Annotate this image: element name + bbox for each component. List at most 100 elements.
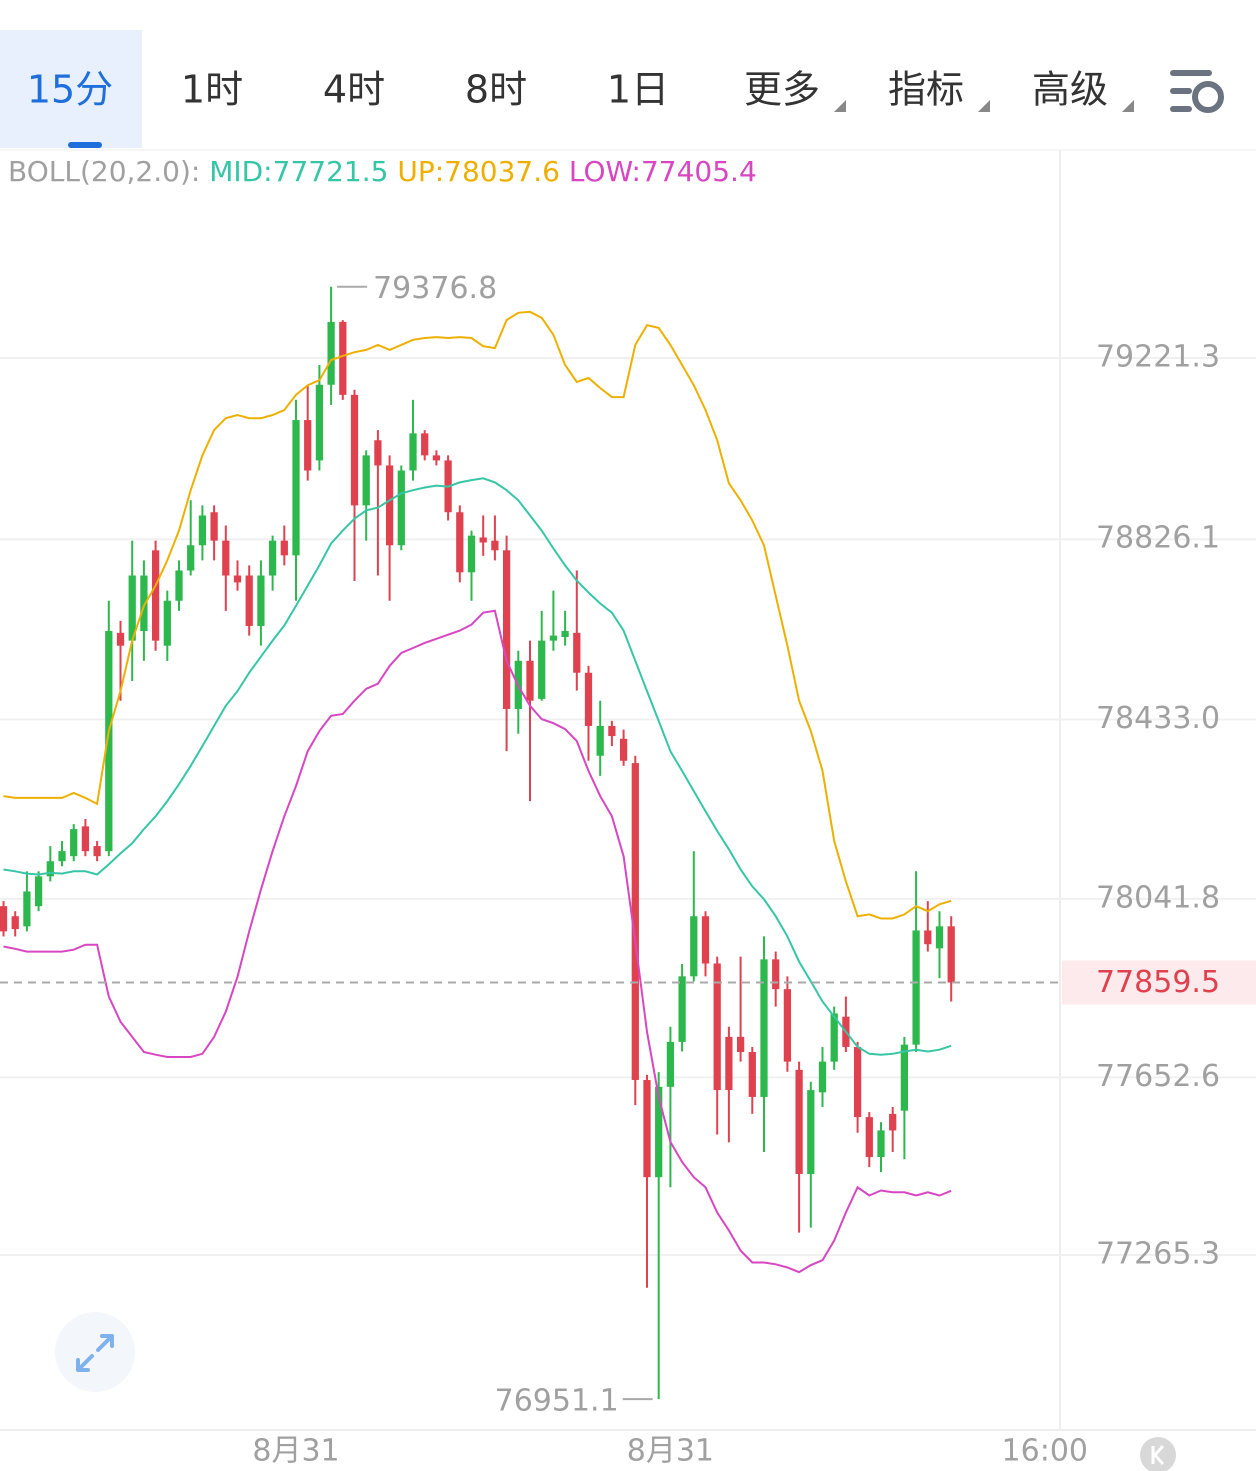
- candle-body: [924, 930, 932, 945]
- candle-body: [935, 926, 944, 949]
- last-price-bg: [1062, 960, 1256, 1005]
- candle-body: [596, 725, 604, 756]
- candle-body: [233, 575, 242, 583]
- candle-body: [573, 632, 581, 673]
- candle-body: [795, 1069, 803, 1174]
- candle-body: [947, 926, 955, 983]
- candle-body: [807, 1090, 815, 1174]
- candle-body: [151, 550, 160, 641]
- candle-body: [818, 1061, 827, 1093]
- candle-body: [491, 540, 499, 551]
- candle-body: [11, 916, 19, 930]
- dropdown-arrow: [1122, 100, 1134, 112]
- legend-value: 78037.6: [444, 155, 560, 188]
- dropdown-arrow: [834, 100, 846, 112]
- candle-body: [93, 846, 101, 857]
- legend-value: 77405.4: [641, 155, 757, 188]
- candle-body: [865, 1117, 873, 1158]
- tab-bar: 15分 1时 4时 8时 1日 更多 指标 高级: [27, 68, 1224, 113]
- candle-body: [853, 1046, 862, 1118]
- candle-body: [70, 829, 78, 857]
- candle-body: [268, 540, 277, 576]
- indicator-name: BOLL(20,2.0):: [8, 155, 200, 188]
- candle-body: [385, 465, 394, 546]
- candle-body: [748, 1051, 756, 1097]
- tab[interactable]: 指标: [888, 68, 964, 112]
- candle-body: [467, 535, 476, 573]
- settings-icon[interactable]: [1170, 70, 1224, 113]
- candle-body: [116, 632, 125, 646]
- expand-button[interactable]: [55, 1312, 135, 1392]
- candle-body: [830, 1013, 838, 1062]
- legend-label: UP:: [397, 155, 444, 188]
- candle-body: [725, 1036, 733, 1091]
- candle-body: [877, 1130, 885, 1158]
- candle-body: [163, 600, 171, 646]
- candle-body: [128, 575, 136, 641]
- boll-line: [3, 477, 952, 1056]
- legend-label: LOW:: [569, 155, 641, 188]
- tab[interactable]: 更多: [744, 68, 820, 112]
- candle-body: [140, 575, 148, 632]
- candle-body: [210, 512, 218, 541]
- low-label: 76951.1: [495, 1384, 619, 1419]
- indicator-legend: BOLL(20,2.0): MID:77721.5 UP:78037.6 LOW…: [8, 155, 757, 188]
- tab[interactable]: 1时: [181, 68, 243, 112]
- x-tick-label: 8月31: [627, 1434, 714, 1469]
- legend-label: MID:: [209, 155, 272, 188]
- candle-body: [701, 916, 710, 964]
- candle-body: [0, 906, 8, 932]
- candle-body: [350, 394, 359, 506]
- candle-body: [315, 384, 324, 461]
- candle-body: [584, 672, 593, 726]
- candle-body: [257, 575, 265, 626]
- candle-body: [304, 420, 312, 471]
- y-tick-label: 77652.6: [1096, 1059, 1220, 1094]
- candle-body: [198, 515, 207, 546]
- candle-body: [187, 545, 195, 571]
- tab[interactable]: 4时: [323, 68, 385, 112]
- y-tick-label: 79221.3: [1096, 340, 1220, 375]
- dropdown-arrow: [978, 100, 990, 112]
- tab[interactable]: 15分: [27, 68, 113, 112]
- candle-body: [456, 512, 464, 573]
- candle-body: [643, 1079, 651, 1178]
- candle-body: [245, 575, 253, 626]
- candle-body: [655, 1086, 663, 1178]
- candle-body: [736, 1036, 745, 1052]
- candle-body: [526, 660, 534, 701]
- candle-body: [374, 440, 382, 466]
- candle-body: [690, 916, 698, 977]
- candle-body: [772, 959, 780, 990]
- tab[interactable]: 1日: [607, 68, 669, 112]
- candle-body: [34, 876, 43, 907]
- tab[interactable]: 8时: [465, 68, 527, 112]
- candle-body: [81, 826, 90, 852]
- candle-body: [889, 1113, 897, 1131]
- y-tick-label: 78826.1: [1096, 521, 1220, 556]
- active-tab-indicator: [68, 142, 102, 148]
- candle-body: [327, 321, 335, 385]
- candle-body: [280, 540, 288, 556]
- x-tick-label: 8月31: [252, 1434, 339, 1469]
- active-tab-bg: [0, 30, 142, 148]
- candle-body: [760, 959, 768, 1097]
- legend-value: 77721.5: [273, 155, 389, 188]
- candle-body: [58, 851, 66, 862]
- candle-body: [549, 635, 558, 641]
- candle-body: [362, 455, 370, 506]
- candle-body: [608, 725, 616, 737]
- high-label: 79376.8: [373, 271, 497, 306]
- candle-body: [292, 420, 300, 556]
- candle-body: [619, 738, 628, 761]
- candle-body: [23, 891, 31, 927]
- candle-body: [432, 455, 441, 461]
- tab[interactable]: 高级: [1032, 68, 1108, 112]
- boll-line: [3, 310, 952, 920]
- candle-body: [713, 963, 721, 1091]
- candle-body: [397, 470, 405, 546]
- candle-body: [175, 570, 183, 601]
- k-button[interactable]: [1140, 1437, 1176, 1471]
- candle-body: [479, 537, 487, 543]
